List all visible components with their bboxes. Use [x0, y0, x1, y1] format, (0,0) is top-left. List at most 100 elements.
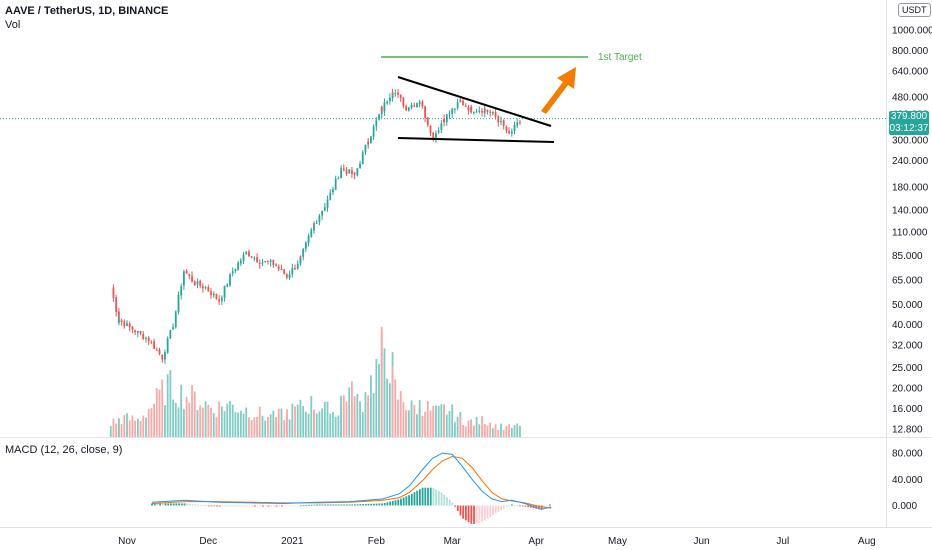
candle-body — [424, 106, 426, 118]
macd-line — [151, 452, 552, 510]
candle-body — [196, 281, 199, 285]
volume-bar — [210, 407, 212, 437]
candle-body — [139, 330, 142, 334]
volume-bar — [147, 409, 150, 437]
macd-hist-bar — [175, 503, 178, 506]
candle-body — [505, 126, 508, 131]
price-tick-label: 480.000 — [892, 93, 929, 104]
candle-body — [248, 251, 250, 257]
time-tick-label: Nov — [118, 536, 136, 547]
candle-body — [464, 105, 467, 107]
macd-hist-bar — [232, 505, 235, 507]
candle-body — [120, 320, 123, 323]
macd-hist-bar — [280, 505, 283, 507]
volume-bar — [109, 426, 112, 437]
chart-title[interactable]: AAVE / TetherUS, 1D, BINANCE — [5, 5, 169, 17]
macd-hist-bar — [210, 505, 213, 507]
macd-hist-bar — [151, 503, 153, 506]
volume-bar — [519, 425, 521, 437]
candle-body — [193, 281, 196, 286]
macd-legend[interactable]: MACD (12, 26, close, 9) — [5, 444, 123, 456]
volume-bar — [497, 429, 500, 437]
candle-body — [310, 229, 313, 237]
volume-bar — [402, 402, 405, 437]
macd-hist-bar — [400, 498, 402, 506]
macd-hist-bar — [397, 499, 400, 506]
macd-hist-bar — [213, 505, 216, 507]
macd-hist-bar — [470, 505, 473, 524]
volume-bar — [494, 424, 497, 437]
candle-body — [201, 286, 204, 289]
candle-body — [440, 123, 443, 130]
candle-body — [264, 261, 267, 263]
candle-body — [456, 102, 459, 109]
candle-body — [397, 92, 399, 95]
macd-hist-bar — [413, 492, 416, 506]
price-tick-label: 110.000 — [892, 228, 928, 239]
volume-bar — [356, 393, 359, 437]
macd-hist-bar — [299, 505, 302, 507]
volume-bar — [516, 423, 519, 437]
price-tick-label: 50.000 — [892, 300, 923, 311]
volume-bar — [185, 396, 188, 437]
candle-body — [462, 100, 464, 106]
candle-body — [386, 101, 389, 104]
volume-bar — [150, 408, 153, 437]
candle-body — [307, 235, 310, 244]
macd-hist-bar — [497, 505, 500, 512]
time-tick-label: Dec — [199, 536, 217, 547]
macd-hist-bar — [294, 505, 297, 507]
candle-body — [185, 270, 188, 274]
price-tick-label: 65.000 — [892, 276, 923, 287]
volume-bar — [337, 415, 340, 437]
macd-hist-bar — [454, 505, 456, 507]
volume-bar — [264, 420, 267, 437]
volume-bar — [505, 425, 508, 437]
candle-body — [445, 114, 448, 123]
price-tick-label: 20.000 — [892, 384, 923, 395]
volume-bar — [326, 420, 329, 437]
macd-hist-bar — [478, 505, 481, 523]
candle-body — [475, 111, 478, 113]
candle-body — [183, 271, 185, 286]
volume-bar — [416, 414, 418, 437]
volume-bar — [204, 401, 207, 437]
volume-bar — [513, 425, 516, 437]
volume-bar — [285, 409, 288, 437]
macd-hist-bar — [170, 503, 172, 506]
candle-body — [229, 274, 231, 286]
volume-bar — [351, 381, 353, 437]
macd-hist-bar — [402, 497, 405, 506]
volume-bar — [378, 363, 380, 437]
currency-badge[interactable]: USDT — [898, 3, 931, 17]
volume-bar — [136, 418, 139, 437]
volume-legend[interactable]: Vol — [5, 19, 21, 31]
volume-bar — [459, 416, 462, 437]
volume-bar — [215, 417, 218, 437]
volume-bar — [180, 384, 183, 437]
macd-hist-bar — [340, 504, 343, 506]
candle-body — [304, 242, 307, 249]
macd-hist-bar — [188, 503, 191, 506]
volume-bar — [275, 416, 277, 437]
candle-body — [215, 293, 218, 300]
candle-body — [237, 262, 240, 270]
macd-hist-bar — [383, 502, 386, 506]
macd-hist-bar — [546, 505, 548, 507]
candle-body — [478, 110, 481, 112]
macd-hist-bar — [302, 505, 305, 507]
macd-hist-bar — [359, 504, 362, 506]
macd-hist-bar — [216, 505, 218, 507]
macd-tick-label: 80.000 — [892, 449, 923, 460]
price-tick-label: 40.000 — [892, 320, 923, 331]
volume-bar — [394, 379, 397, 437]
macd-hist-bar — [345, 504, 348, 506]
volume-bar — [429, 410, 432, 437]
macd-hist-bar — [178, 503, 180, 506]
macd-hist-bar — [427, 487, 429, 506]
candle-body — [283, 269, 286, 274]
volume-bar — [372, 393, 375, 437]
volume-bar — [161, 379, 164, 437]
price-tick-label: 16.000 — [892, 404, 923, 415]
